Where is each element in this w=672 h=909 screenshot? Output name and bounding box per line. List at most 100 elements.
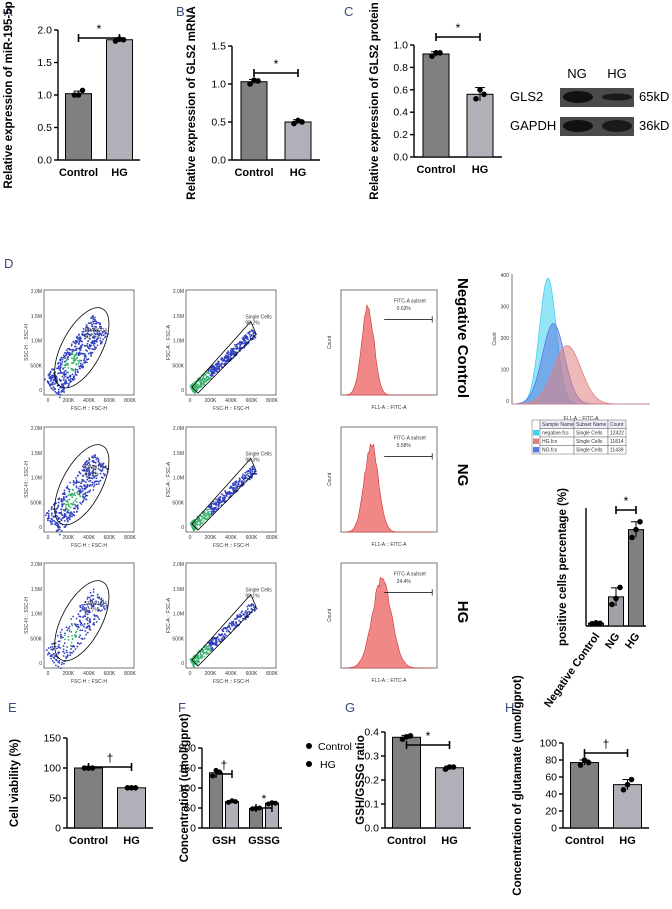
- event-dot: [190, 523, 193, 526]
- legend-cell-text: 11814: [610, 439, 624, 445]
- y-tick-label: 0: [506, 399, 509, 405]
- event-dot: [92, 598, 95, 601]
- y-axis-label: SSC-H :: SSC-H: [24, 461, 30, 498]
- event-dot: [76, 369, 79, 371]
- x-tick-label: 0: [47, 671, 50, 677]
- event-dot: [57, 528, 60, 531]
- event-dot: [205, 515, 208, 518]
- event-dot: [80, 359, 83, 362]
- event-dot: [98, 480, 100, 483]
- event-dot: [211, 372, 214, 375]
- event-dot: [84, 329, 87, 332]
- event-dot: [205, 651, 208, 653]
- event-dot: [247, 604, 250, 607]
- event-dot: [45, 512, 48, 515]
- event-dot: [52, 386, 55, 388]
- event-dot: [70, 641, 73, 644]
- y-tick-label: 1.5M: [173, 587, 184, 593]
- event-dot: [67, 385, 70, 388]
- event-dot: [74, 507, 77, 510]
- event-dot: [76, 335, 79, 338]
- data-point: [585, 759, 592, 766]
- event-dot: [95, 620, 98, 623]
- event-dot: [92, 327, 95, 330]
- data-point: [210, 773, 215, 779]
- event-dot: [88, 464, 91, 466]
- event-dot: [72, 650, 75, 653]
- event-dot: [218, 633, 221, 636]
- event-dot: [101, 609, 103, 612]
- event-dot: [47, 510, 50, 512]
- event-dot: [64, 638, 66, 641]
- y-tick-label: 0: [181, 661, 184, 667]
- event-dot: [94, 474, 97, 477]
- y-tick-label: 1.5: [211, 41, 226, 53]
- event-dot: [61, 636, 64, 639]
- event-dot: [59, 631, 62, 634]
- blot-band-hg: [602, 93, 632, 101]
- event-dot: [246, 336, 249, 339]
- event-dot: [62, 389, 65, 391]
- y-tick-label: 100: [178, 783, 196, 795]
- event-dot: [69, 377, 72, 380]
- event-dot: [220, 358, 223, 361]
- event-dot: [75, 374, 78, 376]
- event-dot: [94, 316, 96, 319]
- event-dot: [88, 490, 91, 493]
- x-tick-label: 600K: [246, 671, 258, 677]
- event-dot: [213, 502, 216, 505]
- bar-control: [422, 53, 450, 158]
- x-tick-label: NG: [603, 631, 622, 651]
- event-dot: [64, 506, 67, 509]
- event-dot: [100, 598, 103, 601]
- event-dot: [52, 508, 55, 510]
- event-dot: [89, 628, 92, 631]
- data-point: [429, 53, 435, 59]
- event-dot: [105, 335, 107, 338]
- event-dot: [228, 622, 231, 625]
- y-tick-label: 500K: [172, 500, 184, 506]
- flow-ssc-row-3: 2.0M 1.5M 1.0M 500K 00 200K 400K 600K 800K FSC-H …: [24, 562, 136, 685]
- event-dot: [84, 630, 87, 632]
- event-dot: [92, 471, 95, 474]
- event-dot: [89, 479, 92, 482]
- event-dot: [47, 512, 50, 515]
- event-dot: [243, 478, 246, 480]
- event-dot: [79, 339, 82, 342]
- event-dot: [92, 459, 95, 462]
- event-dot: [215, 498, 217, 501]
- event-dot: [220, 364, 223, 367]
- event-dot: [235, 485, 237, 487]
- event-dot: [197, 661, 200, 664]
- event-dot: [66, 654, 69, 656]
- event-dot: [237, 616, 240, 618]
- event-dot: [235, 347, 238, 350]
- blot-band-ng: [563, 120, 593, 132]
- event-dot: [50, 648, 53, 651]
- chart-H: 0 20 40 60 80 100 Concentration of glutamate (…: [512, 675, 649, 896]
- event-dot: [58, 512, 61, 515]
- event-dot: [72, 615, 75, 618]
- event-dot: [83, 334, 86, 337]
- event-dot: [84, 495, 87, 498]
- event-dot: [235, 622, 238, 625]
- event-dot: [84, 613, 87, 615]
- event-dot: [231, 492, 234, 495]
- event-dot: [96, 331, 99, 333]
- event-dot: [202, 375, 205, 378]
- event-dot: [69, 644, 72, 647]
- y-tick-label: 500K: [30, 500, 42, 506]
- event-dot: [99, 601, 102, 604]
- event-dot: [235, 343, 238, 346]
- event-dot: [99, 465, 102, 468]
- event-dot: [98, 597, 101, 600]
- event-dot: [225, 355, 228, 358]
- event-dot: [247, 338, 249, 341]
- event-dot: [88, 620, 91, 623]
- event-dot: [203, 513, 206, 516]
- event-dot: [67, 376, 70, 379]
- y-axis-label: FSC-A :: FSC-A: [166, 461, 172, 497]
- y-tick-label: 0.0: [364, 823, 379, 835]
- event-dot: [196, 378, 199, 381]
- event-dot: [209, 641, 212, 644]
